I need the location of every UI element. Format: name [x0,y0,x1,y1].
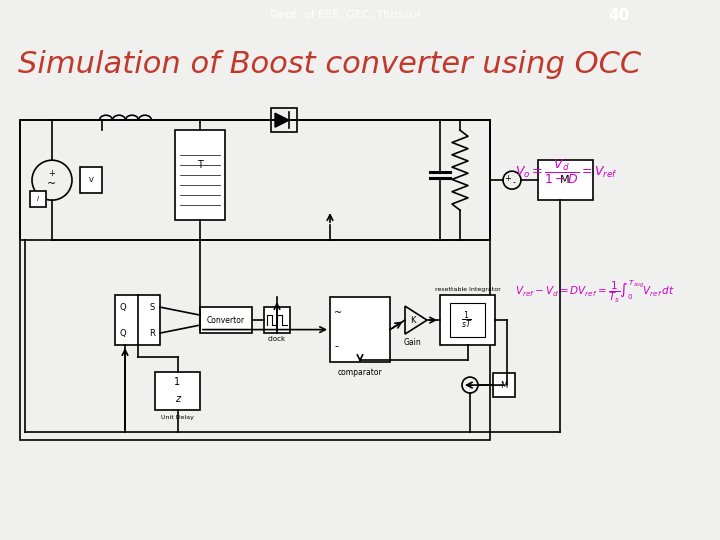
Bar [30,191,46,207]
Text: V: V [89,177,94,183]
Text: +: + [467,381,474,389]
Polygon shape [275,113,289,127]
Text: S: S [149,302,155,312]
Text: ~: ~ [334,308,342,318]
Text: +: + [505,174,511,183]
Bar [175,130,225,220]
Text: Unit Delay: Unit Delay [161,415,194,420]
Text: ~: ~ [48,179,57,189]
Bar [271,108,297,132]
Text: Q: Q [120,329,126,338]
Bar [440,295,495,345]
Bar [20,120,490,440]
Bar [493,373,515,397]
Text: 40: 40 [608,8,630,23]
Text: -: - [334,341,338,351]
Text: i: i [37,196,39,202]
Text: Simulation of Boost converter using OCC: Simulation of Boost converter using OCC [18,50,641,79]
Text: Dept. of EEE, GEC, Thrissur: Dept. of EEE, GEC, Thrissur [270,10,421,20]
Bar [115,295,160,345]
Bar [200,307,252,333]
Text: Convertor: Convertor [207,315,245,325]
Bar [155,372,200,410]
Text: R: R [149,329,155,338]
Text: -: - [513,178,516,187]
Text: resettable Integrator: resettable Integrator [435,287,500,292]
Text: $V_{ref} - V_d = DV_{ref} = \dfrac{1}{T_s}\int_0^{T_{avg}} V_{ref}\,dt$: $V_{ref} - V_d = DV_{ref} = \dfrac{1}{T_… [515,279,675,305]
Text: comparator: comparator [338,368,382,377]
Text: $\frac{1}{sT}$: $\frac{1}{sT}$ [462,309,472,331]
Text: K: K [410,315,415,325]
Text: clock: clock [268,336,286,342]
Text: M: M [560,175,570,185]
Text: T: T [197,160,203,170]
Text: $V_o = \dfrac{V_d}{1-D} = V_{ref}$: $V_o = \dfrac{V_d}{1-D} = V_{ref}$ [515,158,618,186]
Bar [450,303,485,337]
Text: +: + [48,168,55,178]
Bar [330,297,390,362]
Text: M: M [500,381,508,389]
Bar [538,160,593,200]
Text: Gain: Gain [404,338,422,347]
Bar [80,167,102,193]
Text: z: z [175,394,180,404]
Bar [20,120,490,240]
Text: 1: 1 [174,377,181,387]
Text: Q: Q [120,302,126,312]
Bar [264,307,290,333]
